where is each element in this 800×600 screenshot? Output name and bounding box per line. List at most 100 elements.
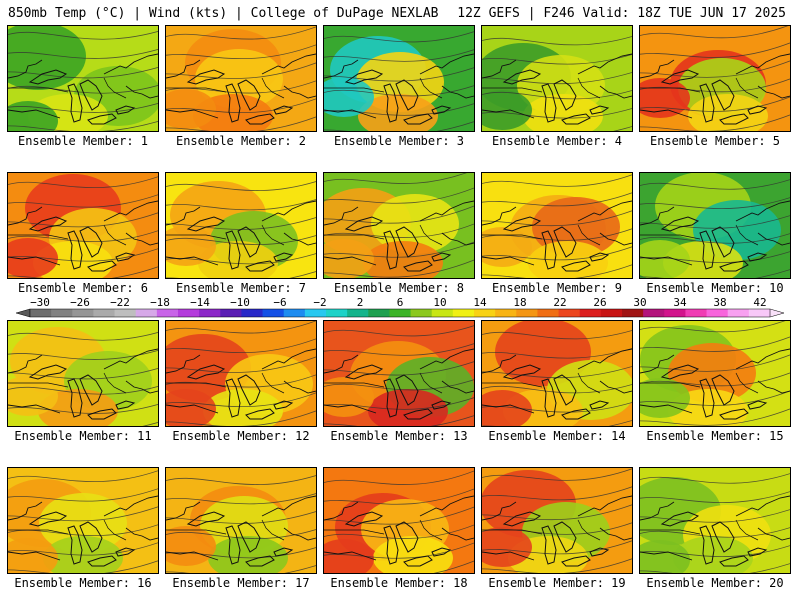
colorbar-tick-label: 26 [593, 297, 606, 309]
temperature-map-16 [8, 468, 158, 573]
temperature-map-18 [324, 468, 474, 573]
temperature-map-9 [482, 173, 632, 278]
map-panel-7 [165, 172, 317, 279]
map-panel-19 [481, 467, 633, 574]
temperature-map-4 [482, 26, 632, 131]
map-panel-20 [639, 467, 791, 574]
colorbar-swatch [431, 309, 454, 317]
ensemble-member-label: Ensemble Member: 17 [172, 576, 310, 590]
colorbar-swatch [262, 309, 285, 317]
colorbar-swatch [474, 309, 496, 317]
ensemble-member-label: Ensemble Member: 1 [17, 134, 149, 148]
map-panel-3 [323, 25, 475, 132]
colorbar-tick-label: 34 [673, 297, 687, 309]
colorbar-swatch [452, 309, 475, 317]
colorbar-swatch [283, 309, 306, 317]
colorbar-tick-label: −10 [230, 297, 250, 309]
temperature-map-5 [640, 26, 790, 131]
colorbar-tick-label: 18 [513, 297, 526, 309]
ensemble-member-label: Ensemble Member: 5 [649, 134, 781, 148]
temperature-map-13 [324, 321, 474, 426]
colorbar-tick-label: −14 [190, 297, 210, 309]
ensemble-member-label: Ensemble Member: 2 [175, 134, 307, 148]
map-panel-6 [7, 172, 159, 279]
map-panel-1 [7, 25, 159, 132]
colorbar-tick-label: 6 [397, 297, 404, 309]
colorbar-swatch [241, 309, 263, 317]
temperature-map-3 [324, 26, 474, 131]
colorbar-tick-label: −6 [273, 297, 286, 309]
temperature-map-2 [166, 26, 316, 131]
temperature-map-12 [166, 321, 316, 426]
colorbar-swatch [30, 309, 52, 317]
temperature-colorbar: −30 −26 −22 −18 −14 −10 −6 −2 2 6 10 14 18 22 26 30 34 38… [15, 297, 785, 318]
temperature-map-20 [640, 468, 790, 573]
map-panel-5 [639, 25, 791, 132]
colorbar-tick-label: 30 [633, 297, 646, 309]
map-panel-12 [165, 320, 317, 427]
colorbar-swatch [178, 309, 200, 317]
ensemble-member-label: Ensemble Member: 15 [646, 429, 784, 443]
ensemble-member-label: Ensemble Member: 16 [14, 576, 152, 590]
ensemble-member-label: Ensemble Member: 13 [330, 429, 468, 443]
ensemble-member-label: Ensemble Member: 19 [488, 576, 626, 590]
colorbar-tick-label: 10 [433, 297, 446, 309]
colorbar-tick-label: 14 [473, 297, 487, 309]
colorbar-swatch [368, 309, 390, 317]
colorbar-tick-label: 22 [553, 297, 566, 309]
colorbar-swatch [199, 309, 221, 317]
header-title: 850mb Temp (°C) | Wind (kts) | College o… [8, 6, 439, 21]
map-panel-18 [323, 467, 475, 574]
temperature-map-15 [640, 321, 790, 426]
map-panel-9 [481, 172, 633, 279]
colorbar-swatch [579, 309, 602, 317]
ensemble-member-label: Ensemble Member: 14 [488, 429, 626, 443]
ensemble-member-label: Ensemble Member: 20 [646, 576, 784, 590]
colorbar-swatch [664, 309, 686, 317]
colorbar-tick-label: −18 [150, 297, 170, 309]
map-panel-11 [7, 320, 159, 427]
colorbar-swatch [643, 309, 665, 317]
colorbar-swatch [706, 309, 729, 317]
ensemble-member-label: Ensemble Member: 7 [175, 281, 307, 295]
map-panel-17 [165, 467, 317, 574]
colorbar-swatch [727, 309, 750, 317]
colorbar-tick-label: −26 [70, 297, 90, 309]
colorbar-tick-label: 38 [713, 297, 726, 309]
colorbar-tick-label: −22 [110, 297, 130, 309]
ensemble-member-label: Ensemble Member: 9 [491, 281, 623, 295]
temperature-map-11 [8, 321, 158, 426]
colorbar-swatch [347, 309, 369, 317]
colorbar-swatch [304, 309, 327, 317]
map-panel-16 [7, 467, 159, 574]
colorbar-swatch [558, 309, 581, 317]
header-run-info: 12Z GEFS | F246 Valid: 18Z TUE JUN 17 20… [457, 6, 786, 21]
map-panel-13 [323, 320, 475, 427]
map-panel-14 [481, 320, 633, 427]
colorbar-tick-label: 42 [753, 297, 766, 309]
colorbar-swatch [622, 309, 644, 317]
colorbar-low-arrow [15, 308, 31, 318]
ensemble-member-label: Ensemble Member: 10 [646, 281, 784, 295]
ensemble-member-label: Ensemble Member: 8 [333, 281, 465, 295]
map-panel-2 [165, 25, 317, 132]
temperature-map-19 [482, 468, 632, 573]
colorbar-swatch [410, 309, 433, 317]
ensemble-member-label: Ensemble Member: 6 [17, 281, 149, 295]
colorbar-swatch [326, 309, 348, 317]
colorbar-swatch [220, 309, 242, 317]
colorbar-swatch [685, 309, 707, 317]
temperature-map-14 [482, 321, 632, 426]
map-panel-8 [323, 172, 475, 279]
colorbar-swatch [516, 309, 538, 317]
colorbar-swatch [600, 309, 623, 317]
colorbar-swatch [389, 309, 411, 317]
temperature-map-17 [166, 468, 316, 573]
map-panel-10 [639, 172, 791, 279]
temperature-map-8 [324, 173, 474, 278]
temperature-map-6 [8, 173, 158, 278]
colorbar-tick-label: −30 [30, 297, 50, 309]
ensemble-member-label: Ensemble Member: 18 [330, 576, 468, 590]
colorbar-swatch [537, 309, 559, 317]
colorbar-swatch [72, 309, 94, 317]
